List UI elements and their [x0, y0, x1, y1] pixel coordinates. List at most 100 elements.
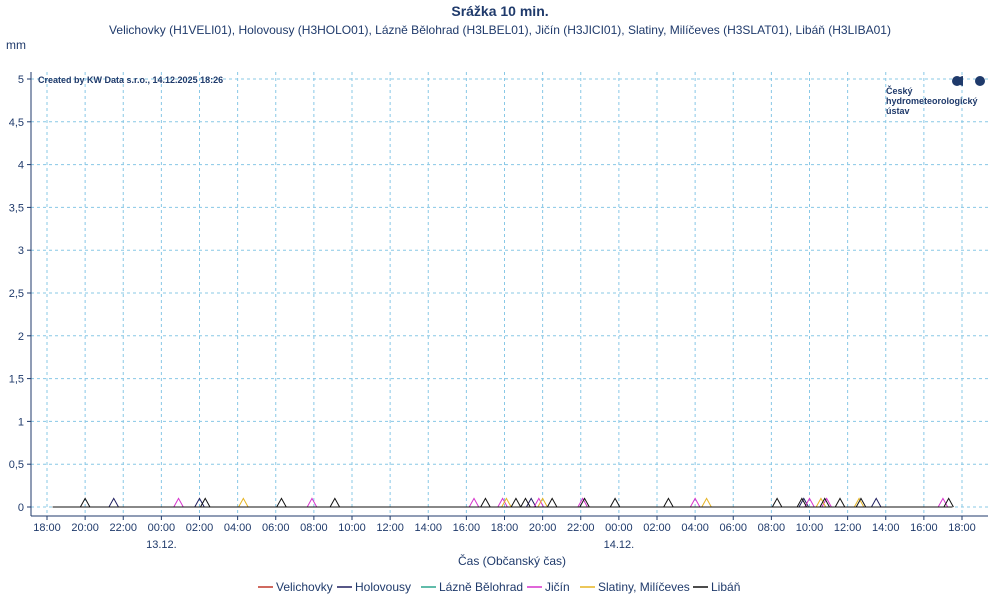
data-point-spike [194, 497, 205, 508]
legend-item: Holovousy [337, 580, 411, 594]
legend-label: Lázně Bělohrad [439, 580, 523, 594]
x-tick-label: 04:00 [224, 522, 252, 534]
x-tick-label: 12:00 [834, 522, 862, 534]
legend-item: Lázně Bělohrad [421, 580, 523, 594]
data-point-spike [79, 497, 91, 508]
y-tick-label: 0 [18, 502, 24, 514]
data-point-spike [546, 497, 558, 508]
data-point-spike [871, 497, 882, 508]
data-point-spike [689, 497, 701, 508]
x-tick-label: 22:00 [567, 522, 595, 534]
data-point-spike [520, 497, 531, 508]
legend-item: Libáň [693, 580, 740, 594]
data-point-spike [329, 497, 341, 508]
y-tick-label: 0,5 [9, 459, 24, 471]
grid-lines [31, 72, 988, 516]
data-point-spike [804, 497, 815, 508]
data-point-spike [815, 497, 827, 508]
x-tick-label: 20:00 [529, 522, 557, 534]
logo-circle-icon [975, 76, 985, 86]
series-4 [52, 497, 953, 508]
credit-text: Created by KW Data s.r.o., 14.12.2025 18… [38, 75, 223, 85]
x-tick-label: 16:00 [453, 522, 481, 534]
legend-label: Velichovky [276, 580, 333, 594]
series-5 [52, 497, 954, 508]
data-point-spike [537, 497, 548, 508]
legend-label: Holovousy [355, 580, 411, 594]
data-point-spike [798, 497, 809, 508]
data-point-spike [200, 497, 211, 508]
y-tick-label: 5 [18, 74, 24, 86]
data-point-spike [821, 497, 832, 508]
x-tick-label: 16:00 [910, 522, 938, 534]
logo-text-line-2: hydrometeorologický [886, 96, 978, 106]
x-tick-label: 18:00 [491, 522, 519, 534]
y-tick-label: 1,5 [9, 374, 24, 386]
legend-item: Jičín [527, 580, 570, 594]
x-tick-label: 02:00 [643, 522, 671, 534]
chart-title: Srážka 10 min. [451, 3, 548, 19]
data-point-spike [480, 497, 491, 508]
data-point-spike [468, 497, 480, 508]
data-point-spike [510, 497, 522, 508]
y-tick-label: 3 [18, 245, 24, 257]
data-point-spike [173, 497, 184, 508]
x-axis-label: Čas (Občanský čas) [458, 553, 566, 568]
x-tick-label: 20:00 [71, 522, 99, 534]
chmi-logo: Český hydrometeorologický ústav [886, 76, 985, 116]
data-point-spike [238, 497, 249, 508]
data-series [52, 497, 954, 508]
x-tick-label: 14:00 [414, 522, 442, 534]
x-date-label: 14.12. [604, 539, 635, 551]
x-tick-label: 14:00 [872, 522, 900, 534]
x-tick-label: 10:00 [796, 522, 824, 534]
y-tick-label: 3,5 [9, 202, 24, 214]
data-point-spike [525, 497, 537, 508]
y-tick-label: 2 [18, 331, 24, 343]
legend-label: Libáň [711, 580, 740, 594]
y-tick-label: 2,5 [9, 288, 24, 300]
y-axis-unit: mm [6, 38, 26, 52]
x-tick-label: 12:00 [376, 522, 404, 534]
logo-text-line-3: ústav [886, 106, 910, 116]
axes: 0 0,5 1 1,5 2 2,5 3 3,5 4 4,5 5 18:00 20:00 22:00 00:0… [9, 72, 988, 551]
y-tick-label: 4,5 [9, 117, 24, 129]
x-tick-label: 10:00 [338, 522, 366, 534]
logo-text-line-1: Český [886, 85, 913, 96]
data-point-spike [796, 497, 808, 508]
data-point-spike [501, 497, 512, 508]
x-tick-label: 06:00 [262, 522, 290, 534]
x-tick-label: 18:00 [33, 522, 61, 534]
x-tick-label: 00:00 [148, 522, 176, 534]
data-point-spike [853, 497, 865, 508]
data-point-spike [276, 497, 287, 508]
legend-item: Velichovky [258, 580, 333, 594]
logo-half-circle-icon [958, 76, 963, 86]
data-point-spike [834, 497, 846, 508]
legend-label: Slatiny, Milíčeves [598, 580, 690, 594]
x-tick-label: 00:00 [605, 522, 633, 534]
x-tick-label: 22:00 [109, 522, 137, 534]
data-point-spike [943, 497, 954, 508]
data-point-spike [579, 497, 590, 508]
data-point-spike [855, 497, 867, 508]
x-date-label: 13.12. [146, 539, 177, 551]
y-tick-label: 1 [18, 416, 24, 428]
legend-item: Slatiny, Milíčeves [580, 580, 690, 594]
data-point-spike [771, 497, 783, 508]
data-point-spike [819, 497, 830, 508]
legend-label: Jičín [545, 580, 570, 594]
data-point-spike [533, 497, 545, 508]
x-tick-label: 06:00 [719, 522, 747, 534]
x-tick-label: 04:00 [681, 522, 709, 534]
x-tick-label: 08:00 [300, 522, 328, 534]
x-tick-label: 08:00 [758, 522, 786, 534]
data-point-spike [701, 497, 712, 508]
data-point-spike [609, 497, 621, 508]
chart-subtitle: Velichovky (H1VELI01), Holovousy (H3HOLO… [109, 23, 891, 37]
data-point-spike [497, 497, 508, 508]
data-point-spike [306, 497, 318, 508]
data-point-spike [108, 497, 119, 508]
